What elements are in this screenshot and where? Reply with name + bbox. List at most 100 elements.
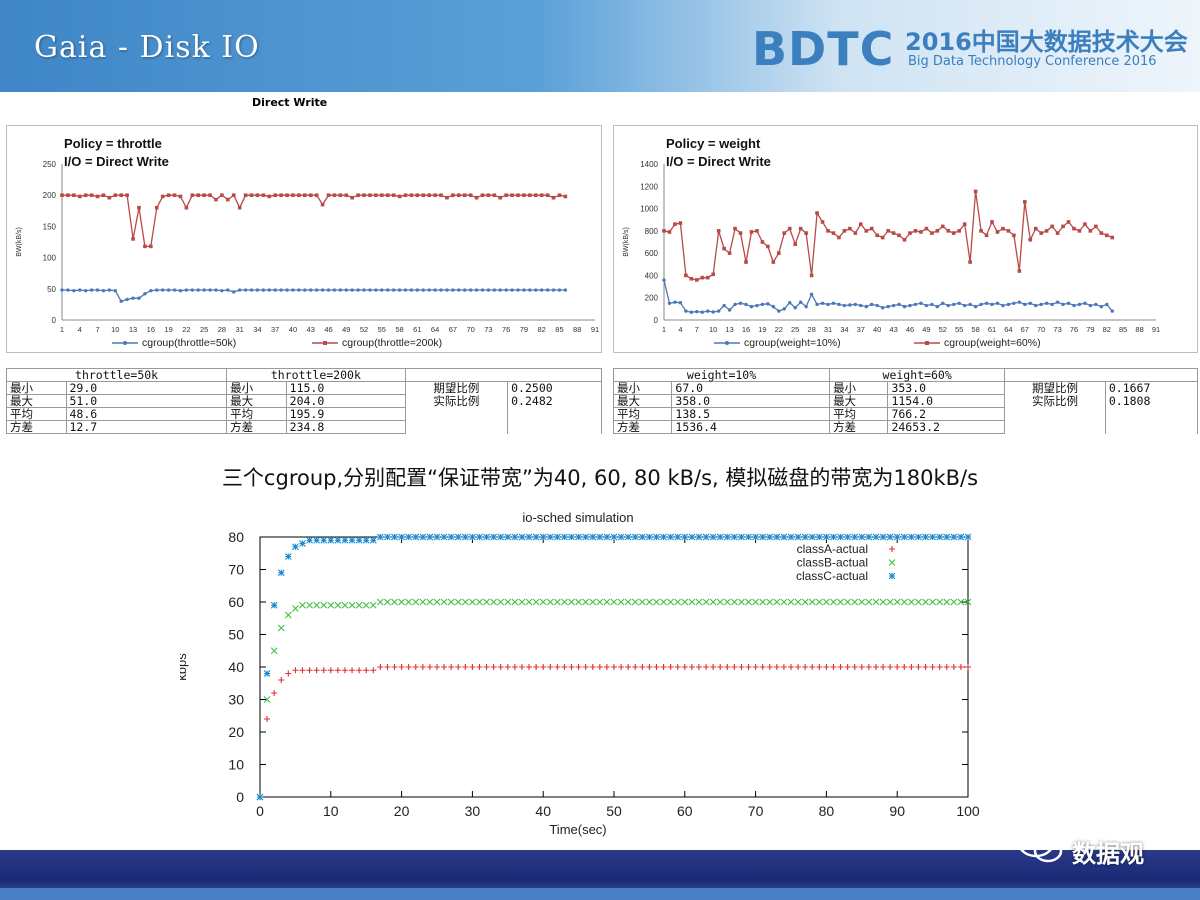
data-point — [256, 793, 264, 801]
data-point — [653, 664, 660, 670]
x-tick-label: 20 — [394, 803, 410, 819]
data-point — [610, 598, 618, 606]
data-point — [1001, 303, 1005, 308]
data-point — [891, 231, 896, 235]
data-point — [946, 229, 951, 233]
table-cell: 115.0 — [285, 381, 406, 395]
data-point — [787, 226, 792, 231]
data-point — [292, 543, 299, 551]
data-point — [60, 288, 64, 292]
data-point — [243, 288, 248, 292]
data-point — [816, 664, 823, 670]
x-tick-label: 55 — [378, 325, 386, 334]
data-point — [575, 598, 582, 606]
x-tick-label: 40 — [289, 325, 297, 334]
data-point — [518, 664, 525, 670]
data-point — [727, 251, 732, 255]
data-point — [1023, 302, 1027, 307]
data-point — [610, 533, 618, 541]
table-cell: 方差 — [612, 420, 673, 434]
y-tick-label: 1000 — [640, 205, 658, 214]
x-tick-label: 91 — [591, 325, 599, 334]
data-point — [681, 598, 689, 606]
data-point — [653, 533, 660, 541]
data-point — [421, 193, 426, 197]
data-point — [793, 306, 797, 310]
data-point — [673, 300, 677, 304]
table-cell: 最小 — [829, 381, 889, 395]
data-point — [1088, 229, 1093, 233]
data-point — [131, 296, 135, 300]
data-point — [886, 533, 894, 541]
data-point — [172, 193, 177, 197]
data-point — [545, 193, 550, 197]
data-point — [823, 598, 830, 606]
chart-title: io-sched simulation — [522, 510, 633, 525]
data-point — [1039, 231, 1043, 235]
data-point — [1083, 301, 1087, 305]
data-point — [893, 533, 901, 541]
data-point — [518, 598, 526, 606]
data-point — [370, 667, 377, 674]
data-point — [667, 301, 672, 305]
data-point — [463, 288, 467, 292]
data-point — [830, 664, 837, 670]
data-point — [752, 664, 759, 670]
data-point — [660, 598, 667, 606]
data-point — [405, 664, 412, 670]
data-point — [172, 288, 177, 292]
data-point — [334, 601, 342, 609]
data-point — [733, 226, 737, 231]
data-point — [398, 598, 405, 606]
data-point — [1028, 301, 1032, 305]
data-point — [667, 598, 675, 606]
logo-english-text: Big Data Technology Conference 2016 — [908, 54, 1157, 69]
data-point — [759, 664, 766, 670]
data-point — [575, 664, 582, 670]
data-point — [1094, 224, 1098, 229]
ratio-value-cell — [507, 420, 602, 434]
data-point — [973, 304, 978, 309]
legend-marker — [725, 341, 729, 345]
data-point — [511, 533, 519, 541]
data-point — [660, 533, 667, 541]
data-point — [875, 303, 879, 308]
data-point — [532, 533, 540, 541]
series-line-1 — [62, 289, 566, 303]
data-point — [1017, 269, 1022, 273]
data-point — [539, 533, 547, 541]
x-tick-label: 90 — [889, 803, 905, 819]
data-point — [893, 598, 901, 606]
table-header-row: throttle=50k throttle=200k — [5, 368, 603, 382]
data-point — [929, 598, 936, 606]
data-point — [745, 664, 752, 670]
data-point — [1034, 303, 1038, 308]
data-point — [794, 533, 802, 541]
data-point — [575, 533, 582, 541]
data-point — [125, 297, 129, 302]
data-point — [332, 193, 337, 197]
data-point — [178, 194, 183, 199]
data-point — [716, 229, 721, 233]
data-point — [929, 533, 936, 541]
data-point — [421, 288, 425, 292]
data-point — [943, 533, 951, 541]
weight-line-chart: 0 200 400 600 800 1000 1200 1400 1 4 7 10 13 16 19 22 25… — [623, 136, 1160, 349]
data-point — [952, 302, 956, 307]
x-tick-label: 76 — [502, 325, 510, 334]
ratio-label-cell: 实际比例 — [1004, 394, 1106, 408]
data-point — [568, 664, 575, 670]
data-point — [1050, 224, 1054, 229]
data-point — [858, 598, 866, 606]
data-point — [875, 233, 879, 238]
data-point — [943, 664, 950, 670]
data-point — [391, 193, 396, 197]
io-sched-simulation-chart: 0 10 20 30 40 50 60 70 80 0 10 20 30 40 50 60 70 80 90 100 i… — [180, 510, 980, 837]
y-tick-label: 200 — [645, 294, 659, 303]
data-point — [497, 664, 504, 670]
data-point — [730, 598, 738, 606]
data-point — [915, 598, 922, 606]
data-point — [434, 664, 440, 670]
data-point — [1094, 302, 1098, 307]
data-point — [695, 309, 699, 314]
